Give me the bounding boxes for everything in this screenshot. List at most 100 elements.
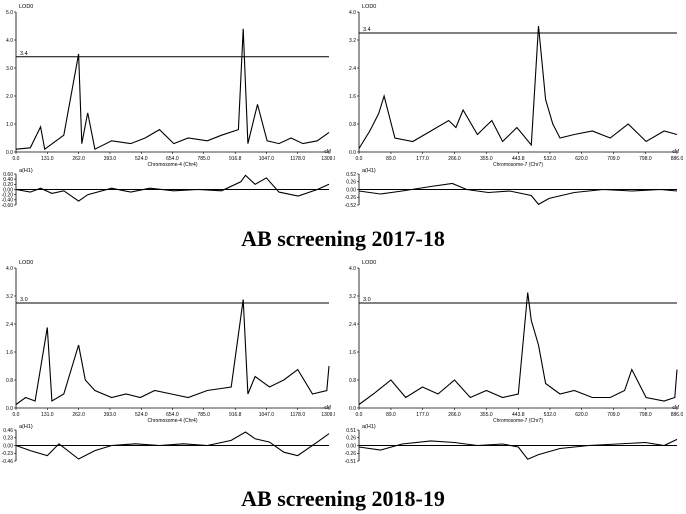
lod-x-tick-label: 262.0: [72, 412, 85, 418]
lod-x-tick-label: 393.0: [104, 156, 117, 162]
lod-y-tick-label: 5.0: [6, 10, 13, 16]
lod-x-tick-label: 266.0: [448, 412, 461, 418]
lod-y-tick-label: 4.0: [6, 266, 13, 272]
effect-y-tick-label: 0.00: [346, 443, 356, 449]
lod-x-tick-label: 785.0: [197, 412, 210, 418]
chart-2018-chr7: LOD0 0.0 0.8 1.6 2.4 3.2 4.0 0.0 89.0 177.0 266.0 3…: [345, 260, 683, 465]
lod-y-tick-label: 1.6: [6, 350, 13, 356]
lod-y-tick-label: 0.8: [6, 378, 13, 384]
lod-x-tick-label: 89.0: [386, 412, 396, 418]
lod-y-tick-label: 1.6: [349, 350, 356, 356]
lod-x-tick-label: 1178.0: [290, 156, 305, 162]
effect-y-tick-label: -0.23: [2, 451, 14, 457]
lod-x-tick-label: 131.0: [41, 156, 54, 162]
lod-x-tick-label: 1178.0: [290, 412, 305, 418]
lod-x-tick-label: 524.0: [135, 412, 148, 418]
lod-x-tick-label: 0.0: [13, 412, 20, 418]
lod-x-tick-label: 524.0: [135, 156, 148, 162]
lod-x-tick-label: 532.0: [544, 156, 557, 162]
effect-y-tick-label: 0.23: [3, 436, 13, 442]
lod-x-axis-title: Chromosome-4 (Chr4): [147, 418, 197, 424]
lod-x-axis-title: Chromosome-7 (Chr7): [493, 418, 543, 424]
lod-curve: [15, 28, 330, 151]
threshold-label: 3.4: [20, 51, 28, 57]
lod-x-tick-label: 654.0: [166, 412, 179, 418]
lod-y-tick-label: 0.0: [349, 150, 356, 156]
effect-curve: [358, 438, 678, 460]
lod-y-tick-label: 4.0: [6, 38, 13, 44]
lod-y-tick-label: 0.0: [6, 406, 13, 412]
effect-axis-label: a(H1): [19, 424, 33, 430]
effect-axis-label: a(H1): [19, 168, 33, 174]
lod-x-tick-label: 355.0: [480, 156, 493, 162]
lod-y-tick-label: 3.2: [349, 294, 356, 300]
lod-curve: [358, 292, 678, 405]
lod-x-tick-label: 89.0: [386, 156, 396, 162]
caption-2018-19: AB screening 2018-19: [241, 486, 445, 511]
lod-x-tick-label: 709.0: [607, 412, 620, 418]
effect-y-tick-label: 0.60: [3, 172, 13, 178]
effect-curve: [358, 182, 678, 206]
effect-y-tick-label: 0.00: [346, 187, 356, 193]
effect-y-tick-label: 0.26: [346, 435, 356, 441]
lod-y-tick-label: 3.2: [349, 38, 356, 44]
lod-y-tick-label: 1.6: [349, 94, 356, 100]
lod-y-tick-label: 2.4: [6, 322, 13, 328]
lod-y-tick-label: 2.4: [349, 322, 356, 328]
lod-x-tick-label: 393.0: [104, 412, 117, 418]
effect-y-tick-label: 0.26: [346, 180, 356, 186]
effect-y-tick-label: 0.40: [3, 177, 13, 183]
lod-x-tick-label: 620.0: [575, 412, 588, 418]
lod-x-tick-label: 916.8: [229, 412, 242, 418]
effect-y-tick-label: -0.46: [2, 459, 14, 465]
lod-y-tick-label: 0.8: [349, 378, 356, 384]
lod-x-tick-label: 0.0: [13, 156, 20, 162]
lod-y-tick-label: 1.0: [6, 122, 13, 128]
lod-y-tick-label: 0.8: [349, 122, 356, 128]
lod-x-unit: cM: [324, 149, 331, 155]
lod-y-tick-label: 4.0: [349, 266, 356, 272]
lod-x-tick-label: 1047.0: [259, 156, 275, 162]
lod-x-tick-label: 620.0: [575, 156, 588, 162]
effect-y-tick-label: -0.60: [2, 203, 14, 209]
effect-y-tick-label: -0.52: [345, 203, 357, 209]
lod-x-tick-label: 709.0: [607, 156, 620, 162]
lod-x-axis-title: Chromosome-4 (Chr4): [147, 162, 197, 168]
lod-x-tick-label: 443.8: [512, 156, 525, 162]
effect-y-tick-label: 0.00: [3, 187, 13, 193]
lod-x-tick-label: 532.0: [544, 412, 557, 418]
chart-2017-chr4: LOD0 0.0 1.0 2.0 3.0 4.0 5.0 0.0 131.0 262.0 393.0…: [2, 4, 335, 209]
effect-y-tick-label: 0.46: [3, 428, 13, 434]
effect-y-tick-label: -0.51: [345, 459, 357, 465]
lod-x-tick-label: 654.0: [166, 156, 179, 162]
effect-curve: [15, 174, 330, 202]
lod-x-tick-label: 1309.0: [321, 412, 335, 418]
lod-x-tick-label: 916.8: [229, 156, 242, 162]
lod-x-tick-label: 177.0: [416, 412, 429, 418]
lod-y-tick-label: 0.0: [6, 150, 13, 156]
effect-y-tick-label: 0.20: [3, 182, 13, 188]
threshold-label: 3.4: [363, 27, 371, 33]
lod-y-tick-label: 3.2: [6, 294, 13, 300]
lod-x-tick-label: 0.0: [356, 412, 363, 418]
lod-x-tick-label: 886.0: [671, 412, 683, 418]
lod-x-tick-label: 798.0: [639, 412, 652, 418]
lod-axis-label: LOD0: [362, 4, 376, 10]
lod-curve: [358, 25, 678, 149]
lod-x-tick-label: 785.0: [197, 156, 210, 162]
lod-x-tick-label: 1309.0: [321, 156, 335, 162]
effect-axis-label: a(H1): [362, 424, 376, 430]
threshold-label: 3.0: [363, 297, 371, 303]
chart-2018-chr4: LOD0 0.0 0.8 1.6 2.4 3.2 4.0 0.0 131.0 262.0 393.0…: [2, 260, 335, 465]
lod-y-tick-label: 0.0: [349, 406, 356, 412]
lod-x-axis-title: Chromosome-7 (Chr7): [493, 162, 543, 168]
lod-x-tick-label: 1047.0: [259, 412, 275, 418]
lod-y-tick-label: 4.0: [349, 10, 356, 16]
effect-y-tick-label: 0.52: [346, 172, 356, 178]
effect-curve: [15, 431, 330, 460]
lod-axis-label: LOD0: [19, 260, 33, 266]
effect-axis-label: a(H1): [362, 168, 376, 174]
lod-x-unit: cM: [324, 405, 331, 411]
lod-x-unit: cM: [672, 149, 679, 155]
caption-2017-18: AB screening 2017-18: [241, 226, 445, 251]
